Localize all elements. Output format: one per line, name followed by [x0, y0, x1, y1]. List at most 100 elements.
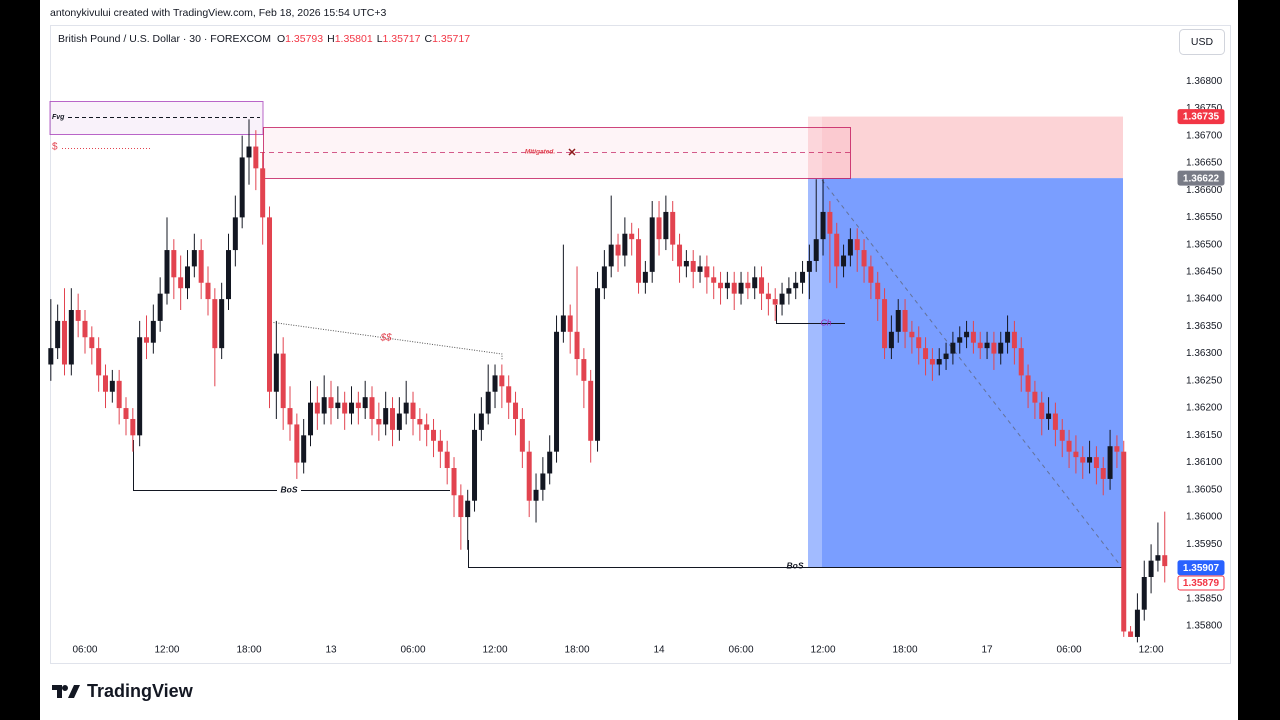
brand-logo [52, 685, 80, 698]
y-tick-label: 1.36700 [1186, 130, 1223, 141]
ohlc-key: C [425, 33, 433, 45]
target-zone [808, 178, 1123, 568]
candle-body [800, 271, 806, 283]
candle-body [212, 299, 218, 349]
candle-body [1100, 468, 1106, 479]
candle-body [314, 402, 320, 414]
candle-body [321, 397, 327, 414]
x-tick-label: 18:00 [893, 645, 918, 656]
label-bg [277, 484, 301, 496]
candle-body [1011, 331, 1017, 349]
candle-body [335, 402, 341, 409]
candle-body [670, 211, 676, 245]
candle-body [294, 424, 300, 463]
candle-body [232, 217, 238, 251]
candle-body [1052, 413, 1058, 430]
ohlc-value: 1.35793 [285, 33, 323, 45]
mitigated-icon [568, 148, 576, 156]
x-tick-label: 13 [325, 645, 337, 656]
candle-body [437, 440, 443, 452]
candle-body [519, 418, 525, 452]
candle-body [875, 282, 881, 300]
candle-body [615, 244, 621, 256]
candle-body [820, 211, 826, 240]
currency-button[interactable] [1179, 29, 1225, 55]
candle-body [574, 331, 580, 360]
candle-body [205, 282, 211, 300]
candle-body [465, 500, 471, 518]
x-tick-label: 06:00 [72, 645, 97, 656]
candle-body [198, 250, 204, 283]
candle-body [759, 277, 765, 294]
liquidity2-label: $$ [379, 333, 392, 344]
candle-body [424, 424, 430, 430]
candle-body [984, 342, 990, 349]
candle-body [485, 391, 491, 414]
choch-line [776, 305, 845, 324]
y-tick-label: 1.35850 [1186, 593, 1223, 604]
candle-body [957, 337, 963, 343]
y-tick-label: 1.36200 [1186, 403, 1223, 414]
y-tick-label: 1.36450 [1186, 267, 1223, 278]
candle-body [458, 495, 464, 518]
candle-body [396, 413, 402, 430]
candle-body [287, 408, 293, 425]
candle-body [1093, 457, 1099, 469]
candle-body [355, 402, 361, 409]
candle-body [150, 320, 156, 343]
candle-body [731, 282, 737, 294]
candle-body [301, 435, 307, 463]
candle-body [390, 408, 396, 430]
candle-body [608, 244, 614, 267]
candle-body [765, 293, 771, 300]
candle-body [663, 211, 669, 240]
candle-body [581, 359, 587, 381]
candle-body [417, 418, 423, 425]
candle-body [1121, 451, 1127, 632]
x-tick-label: 12:00 [1139, 645, 1164, 656]
price-marker [1177, 575, 1225, 591]
price-marker-label: 1.35907 [1183, 563, 1220, 574]
candle-body [82, 320, 88, 338]
liquidity-label: $ [52, 142, 58, 153]
brand: TradingView [52, 681, 194, 701]
drawings: Fvg $ Mitigated. $$ BoS Ch BoS [49, 101, 1123, 570]
x-tick-label: 06:00 [1057, 645, 1082, 656]
price-marker [1177, 170, 1225, 186]
x-tick-label: 12:00 [483, 645, 508, 656]
candle-body [827, 211, 833, 234]
candle-body [779, 293, 785, 305]
candle-body [328, 397, 334, 409]
candle-body [724, 282, 730, 289]
candle-body [636, 239, 642, 283]
ohlc-key: H [327, 33, 335, 45]
candle-body [1162, 555, 1168, 567]
candle-body [738, 282, 744, 294]
candle-body [868, 266, 874, 283]
entry-strip [808, 116, 822, 568]
candle-body [998, 342, 1004, 354]
candle-body [834, 233, 840, 267]
candle-body [273, 353, 279, 392]
candle-body [362, 397, 368, 409]
candle-body [854, 239, 860, 251]
y-tick-label: 1.36650 [1186, 158, 1223, 169]
plot [48, 119, 1168, 643]
y-tick-label: 1.36750 [1186, 103, 1223, 114]
y-tick-label: 1.36550 [1186, 212, 1223, 223]
x-tick-label: 12:00 [811, 645, 836, 656]
candle-body [1134, 609, 1140, 637]
y-tick-label: 1.36600 [1186, 185, 1223, 196]
candle-body [533, 489, 539, 501]
x-tick-label: 06:00 [729, 645, 754, 656]
candle-body [745, 282, 751, 289]
candle-body [847, 239, 853, 256]
side-band [0, 0, 40, 720]
credit: antonykivului created with TradingView.c… [50, 7, 386, 19]
candle-body [1073, 451, 1079, 458]
candle-body [752, 277, 758, 289]
candle-body [171, 250, 177, 278]
candle-body [499, 375, 505, 387]
candle-body [267, 217, 273, 392]
currency-label[interactable]: USD [1191, 36, 1214, 48]
